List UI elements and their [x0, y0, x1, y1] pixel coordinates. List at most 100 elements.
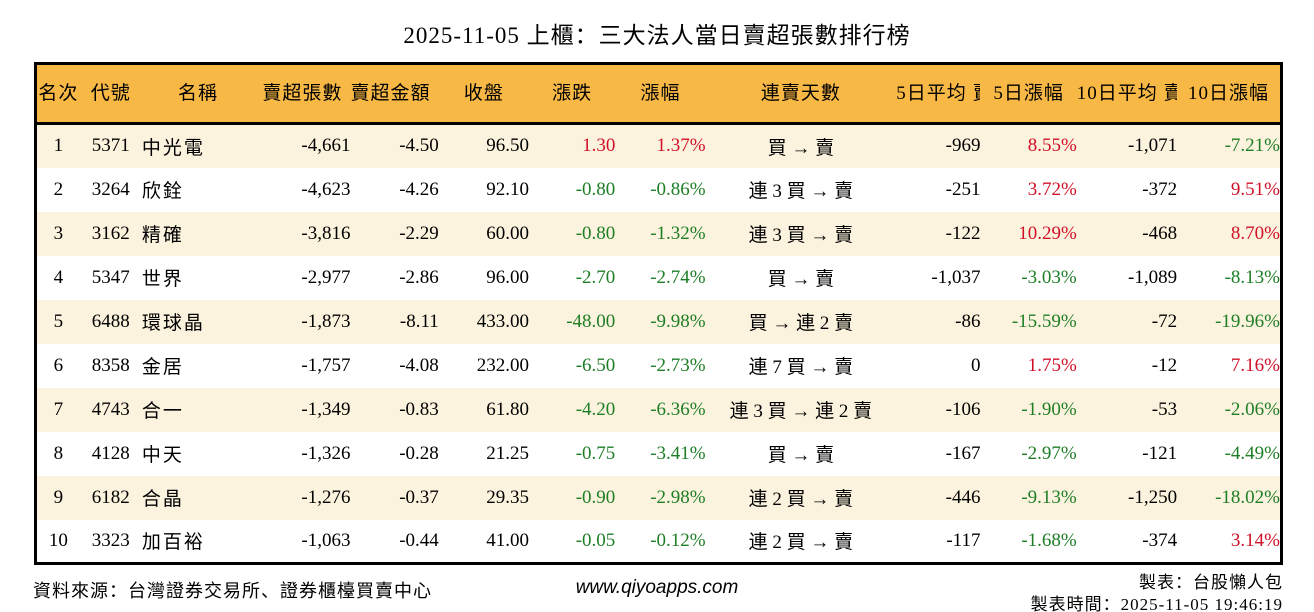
table-row: 9 6182 合晶 -1,276 -0.37 29.35 -0.90 -2.98…	[35, 475, 1282, 520]
cell-close: 232.00	[476, 354, 530, 376]
cell-pct10: 9.51%	[1230, 178, 1280, 200]
cell-close: 96.00	[486, 266, 530, 288]
cell-close: 433.00	[476, 310, 530, 332]
cell-streak: 買 → 連 2 賣	[748, 313, 854, 334]
cell-avg10: -53	[1151, 398, 1178, 420]
cell-sell-amount: -8.11	[399, 310, 439, 332]
cell-name: 合一	[141, 401, 184, 422]
cell-rank: 3	[53, 222, 64, 244]
cell-pct5: -1.68%	[1021, 529, 1077, 551]
cell-close: 41.00	[486, 529, 530, 551]
cell-pct10: 3.14%	[1230, 529, 1280, 551]
cell-sell-amount: -2.86	[399, 266, 439, 288]
cell-avg10: -372	[1142, 178, 1178, 200]
data-source-note: 資料來源：台灣證券交易所、證券櫃檯買賣中心	[33, 581, 432, 601]
cell-code: 6488	[91, 310, 130, 332]
table-row: 10 3323 加百裕 -1,063 -0.44 41.00 -0.05 -0.…	[35, 519, 1282, 564]
cell-avg10: -1,089	[1128, 266, 1178, 288]
cell-rank: 4	[53, 266, 64, 288]
table-header: 名次 代號 名稱 賣超張數 賣超金額 （億） 收盤 漲跌 漲幅 連賣天數 5日平…	[35, 63, 1282, 125]
cell-change-pct: -0.86%	[650, 178, 706, 200]
cell-streak: 買 → 賣	[767, 269, 835, 290]
col-header-avg10: 10日平均 賣超張數	[1076, 63, 1178, 125]
cell-close: 29.35	[486, 486, 530, 508]
cell-avg5: -167	[945, 442, 981, 464]
cell-streak: 連 3 買 → 連 2 賣	[729, 401, 873, 422]
cell-rank: 8	[53, 442, 64, 464]
cell-avg5: 0	[970, 354, 981, 376]
cell-sell-amount: -0.37	[399, 486, 439, 508]
cell-sell-volume: -1,063	[301, 529, 351, 551]
cell-avg5: -969	[945, 135, 981, 157]
cell-change: -4.20	[575, 398, 616, 420]
cell-sell-volume: -1,873	[301, 310, 351, 332]
col-header-code: 代號	[79, 63, 142, 125]
table-row: 5 6488 環球晶 -1,873 -8.11 433.00 -48.00 -9…	[35, 299, 1282, 344]
cell-change-pct: -2.73%	[650, 354, 706, 376]
cell-change: -0.90	[575, 486, 616, 508]
cell-change-pct: -2.74%	[650, 266, 706, 288]
cell-close: 61.80	[486, 398, 530, 420]
cell-change-pct: 1.37%	[656, 135, 706, 157]
cell-avg5: -86	[955, 310, 981, 332]
table-row: 4 5347 世界 -2,977 -2.86 96.00 -2.70 -2.74…	[35, 255, 1282, 300]
col-header-name: 名稱	[141, 63, 255, 125]
cell-rank: 6	[53, 354, 64, 376]
col-header-sell-volume: 賣超張數	[254, 63, 351, 125]
cell-rank: 1	[53, 135, 64, 157]
cell-code: 3323	[91, 529, 130, 551]
col-header-change: 漲跌	[529, 63, 616, 125]
cell-pct5: 10.29%	[1018, 222, 1077, 244]
cell-pct5: 3.72%	[1027, 178, 1077, 200]
cell-pct5: 8.55%	[1027, 135, 1077, 157]
cell-rank: 5	[53, 310, 64, 332]
cell-code: 5347	[91, 266, 130, 288]
cell-streak: 連 2 買 → 賣	[748, 489, 854, 510]
cell-code: 6182	[91, 486, 130, 508]
cell-sell-amount: -4.08	[399, 354, 439, 376]
cell-sell-volume: -1,757	[301, 354, 351, 376]
table-row: 8 4128 中天 -1,326 -0.28 21.25 -0.75 -3.41…	[35, 431, 1282, 476]
cell-pct10: -18.02%	[1215, 486, 1280, 508]
cell-code: 3162	[91, 222, 130, 244]
cell-pct10: -19.96%	[1215, 310, 1280, 332]
col-header-streak: 連賣天數	[705, 63, 897, 125]
table-row: 2 3264 欣銓 -4,623 -4.26 92.10 -0.80 -0.86…	[35, 167, 1282, 212]
cell-avg10: -72	[1151, 310, 1178, 332]
cell-name: 合晶	[141, 489, 184, 510]
cell-pct5: -3.03%	[1021, 266, 1077, 288]
cell-change-pct: -0.12%	[650, 529, 706, 551]
cell-change: 1.30	[582, 135, 616, 157]
cell-name: 世界	[141, 269, 184, 290]
cell-streak: 連 3 買 → 賣	[748, 225, 854, 246]
cell-avg5: -106	[945, 398, 981, 420]
cell-avg10: -1,071	[1128, 135, 1178, 157]
cell-avg10: -374	[1142, 529, 1178, 551]
cell-name: 中天	[141, 445, 184, 466]
cell-sell-volume: -1,326	[301, 442, 351, 464]
cell-streak: 連 3 買 → 賣	[748, 181, 854, 202]
table-body: 1 5371 中光電 -4,661 -4.50 96.50 1.30 1.37%…	[35, 123, 1282, 564]
cell-pct5: -1.90%	[1021, 398, 1077, 420]
cell-pct10: 7.16%	[1230, 354, 1280, 376]
cell-change: -0.05	[575, 529, 616, 551]
table-row: 3 3162 精確 -3,816 -2.29 60.00 -0.80 -1.32…	[35, 211, 1282, 256]
cell-close: 60.00	[486, 222, 530, 244]
cell-name: 中光電	[141, 137, 205, 159]
cell-pct5: -2.97%	[1021, 442, 1077, 464]
cell-code: 4743	[91, 398, 130, 420]
cell-sell-volume: -4,623	[301, 178, 351, 200]
col-header-avg5: 5日平均 賣超張數	[896, 63, 981, 125]
maker-credit: 製表：台股懶人包	[1139, 573, 1283, 592]
cell-rank: 2	[53, 178, 64, 200]
cell-pct5: 1.75%	[1027, 354, 1077, 376]
col-header-sell-amount: 賣超金額 （億）	[350, 63, 439, 125]
col-header-pct10: 10日漲幅	[1177, 63, 1282, 125]
cell-change-pct: -9.98%	[650, 310, 706, 332]
cell-sell-volume: -1,349	[301, 398, 351, 420]
cell-sell-amount: -0.28	[399, 442, 439, 464]
website-url: www.qiyoapps.com	[575, 577, 739, 598]
cell-change: -2.70	[575, 266, 616, 288]
cell-sell-volume: -1,276	[301, 486, 351, 508]
page-title: 2025-11-05 上櫃：三大法人當日賣超張數排行榜	[403, 23, 911, 48]
